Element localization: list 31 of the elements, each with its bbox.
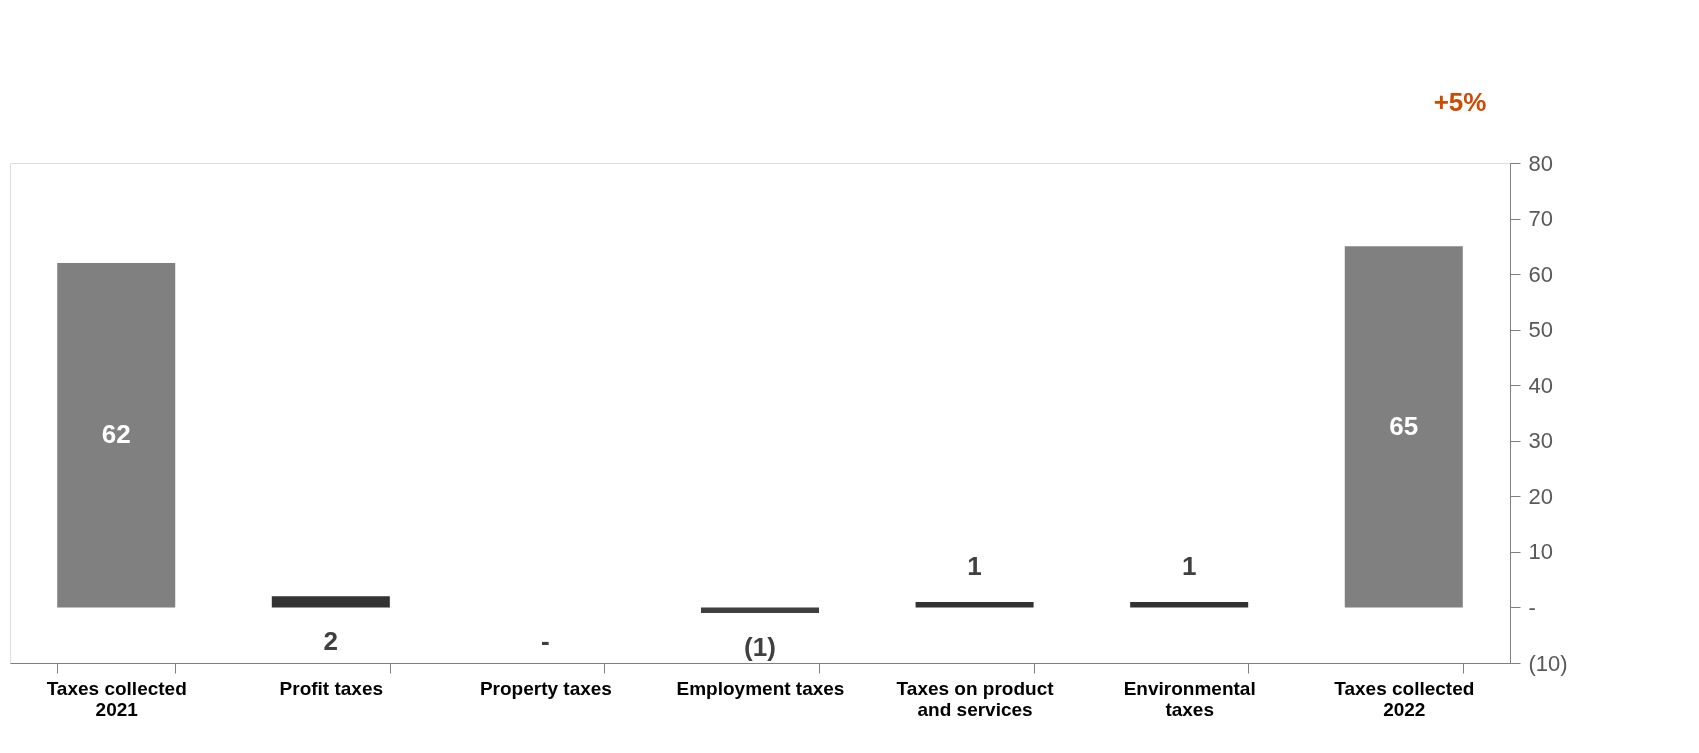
bar [57, 263, 176, 608]
x-tick-label: Taxes on product and services [896, 677, 1055, 720]
bar [915, 601, 1034, 608]
y-tick-label: (10) [1528, 650, 1568, 676]
x-tick-label: Property taxes [479, 677, 612, 699]
y-tick-label: 80 [1528, 150, 1553, 176]
y-tick-label: 50 [1528, 317, 1553, 343]
y-tick-label: 10 [1528, 539, 1553, 565]
x-tick-label: Profit taxes [279, 677, 384, 699]
y-tick-label: 60 [1528, 261, 1553, 287]
data-label: 65 [1389, 410, 1419, 441]
data-label: 1 [1181, 550, 1197, 581]
text: +5% [1433, 87, 1487, 117]
x-tick-label: Environmental taxes [1123, 677, 1256, 720]
bar [271, 596, 390, 608]
data-label: 2 [323, 626, 339, 657]
data-label: 1 [967, 550, 982, 581]
bar [1344, 246, 1463, 608]
bar [700, 607, 820, 613]
data-label: 62 [101, 419, 131, 450]
y-tick-label: 40 [1528, 372, 1553, 398]
y-tick-label: 20 [1528, 483, 1553, 509]
data-label: - [541, 626, 550, 657]
y-tick-label: - [1528, 594, 1536, 620]
data-label: (1) [744, 632, 776, 662]
y-tick-label: 70 [1528, 206, 1553, 232]
x-tick-label: Taxes collected 2022 [1334, 677, 1475, 720]
bar [1130, 601, 1249, 608]
x-tick-label: Employment taxes [676, 677, 845, 699]
y-tick-label: 30 [1528, 428, 1553, 454]
x-tick-label: Taxes collected 2021 [46, 677, 187, 720]
